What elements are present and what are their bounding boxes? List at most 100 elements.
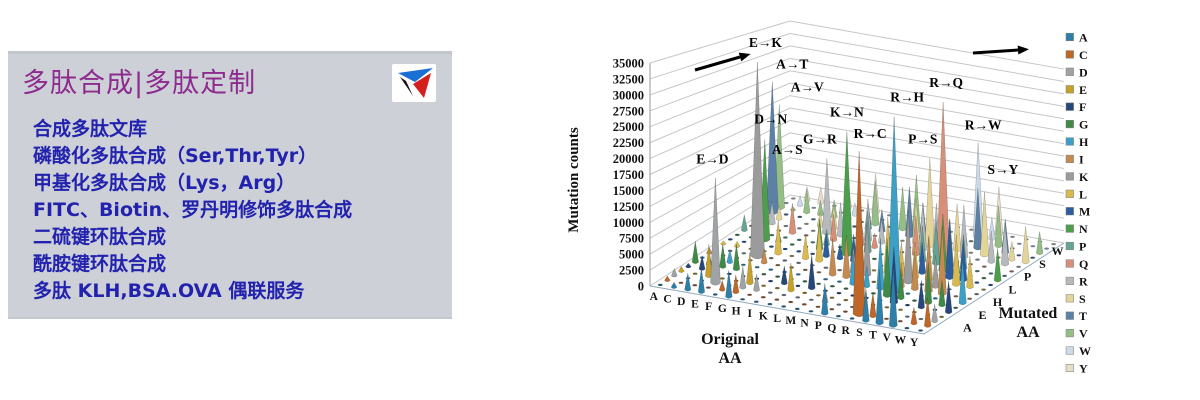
floor-dot <box>849 317 855 320</box>
cone-D-A <box>684 273 692 292</box>
gridline <box>649 157 1065 239</box>
floor-dot <box>783 224 789 228</box>
floor-dot <box>1009 270 1014 273</box>
cone-E-Q <box>788 203 797 235</box>
gridline <box>649 132 1065 207</box>
cone-K-N <box>841 131 853 257</box>
peak-label-S-Y: S→Y <box>988 162 1019 177</box>
cone-L-V <box>898 186 907 232</box>
y-tick-label: 10000 <box>613 216 644 230</box>
depth-tick-label: P <box>1024 270 1031 284</box>
x-axis-letter: A <box>650 291 659 303</box>
service-item: 磷酸化多肽合成（Ser,Thr,Tyr） <box>33 145 318 167</box>
floor-dot <box>829 308 835 311</box>
floor-dot <box>1016 254 1022 257</box>
cone-A-C <box>664 275 671 282</box>
cone-W-R <box>1000 222 1010 267</box>
legend-swatch-W <box>1065 346 1074 355</box>
logo-red-wedge <box>413 73 431 98</box>
floor-dot <box>871 269 877 272</box>
cone-A-L <box>720 240 727 246</box>
legend-swatch-S <box>1065 294 1074 303</box>
floor-dot <box>795 284 801 287</box>
floor-dot <box>1030 256 1035 259</box>
floor-dot <box>797 215 803 218</box>
floor-dot <box>967 297 972 300</box>
floor-dot <box>829 296 835 299</box>
legend-swatch-L <box>1065 189 1074 198</box>
y-tick-label: 2500 <box>619 264 644 278</box>
legend-label-Q: Q <box>1079 257 1088 271</box>
floor-dot <box>802 280 808 283</box>
floor-dot <box>837 280 842 283</box>
cone-T-A <box>875 269 884 326</box>
floor-dot <box>905 304 910 307</box>
legend-swatch-N <box>1065 224 1074 233</box>
cone-G-A <box>725 270 733 299</box>
y-tick-label: 7500 <box>619 232 644 246</box>
floor-dot <box>912 299 917 302</box>
floor-dot <box>975 270 980 273</box>
floor-dot <box>884 306 890 309</box>
x-axis-letter: N <box>800 318 809 330</box>
cone-D-V <box>803 189 811 215</box>
floor-dot <box>1010 235 1015 238</box>
floor-dot <box>918 329 923 332</box>
legend-label-K: K <box>1079 170 1089 184</box>
logo-blue-wedge <box>398 68 433 82</box>
floor-dot <box>803 234 809 237</box>
legend-label-G: G <box>1079 118 1088 132</box>
floor-dot <box>768 268 774 271</box>
floor-dot <box>1016 265 1021 268</box>
cone-A-D <box>671 267 678 278</box>
cone-S-I <box>910 251 919 291</box>
floor-dot <box>769 234 775 237</box>
gridline <box>649 119 1065 191</box>
floor-dot <box>796 238 802 241</box>
floor-dot <box>1002 274 1007 277</box>
peak-label-E-D: E→D <box>696 152 729 167</box>
floor-dot <box>898 320 903 323</box>
cone-G-D <box>739 266 747 290</box>
service-item: 合成多肽文库 <box>33 118 148 140</box>
floor-dot <box>816 294 821 297</box>
service-item: 二硫键环肽合成 <box>33 226 167 248</box>
cone-V-F <box>917 280 925 310</box>
legend-swatch-G <box>1065 120 1074 129</box>
floor-dot <box>939 315 944 318</box>
floor-dot <box>816 282 821 285</box>
cone-S-C <box>869 292 877 319</box>
x-axis-letter: V <box>883 332 892 344</box>
peak-label-R-W: R→W <box>965 118 1002 133</box>
x-axis-letter: Q <box>827 322 836 334</box>
gridline <box>649 70 1065 128</box>
depth-tick-label: A <box>963 321 972 335</box>
peak-label-G-R: G→R <box>803 131 837 146</box>
cone-Y-D <box>931 304 939 324</box>
cone-E-G <box>732 244 741 272</box>
cone-F-L <box>774 220 782 256</box>
cone-W-L <box>966 255 974 289</box>
floor-dot <box>741 263 746 266</box>
floor-dot <box>836 292 842 295</box>
floor-dot <box>789 243 795 246</box>
cone-D-Y <box>817 187 825 205</box>
floor-dot <box>784 201 789 205</box>
gridline <box>649 32 1065 82</box>
gridline <box>649 82 1065 144</box>
cone-V-G <box>924 262 933 305</box>
floor-dot <box>905 315 910 318</box>
cone-K-E <box>787 262 795 293</box>
legend-label-Y: Y <box>1079 362 1088 376</box>
gridline <box>649 57 1065 112</box>
x-axis-letter: R <box>841 325 850 337</box>
legend-swatch-F <box>1065 102 1074 111</box>
floor-dot <box>981 288 986 291</box>
floor-dot <box>836 315 841 318</box>
cone-Y-N <box>993 248 1002 283</box>
promo-panel: 多肽合成|多肽定制 合成多肽文库 磷酸化多肽合成（Ser,Thr,Tyr） 甲基化多… <box>8 51 452 319</box>
floor-dot <box>1030 245 1036 248</box>
cone-C-F <box>698 255 706 271</box>
legend-label-E: E <box>1079 83 1087 97</box>
